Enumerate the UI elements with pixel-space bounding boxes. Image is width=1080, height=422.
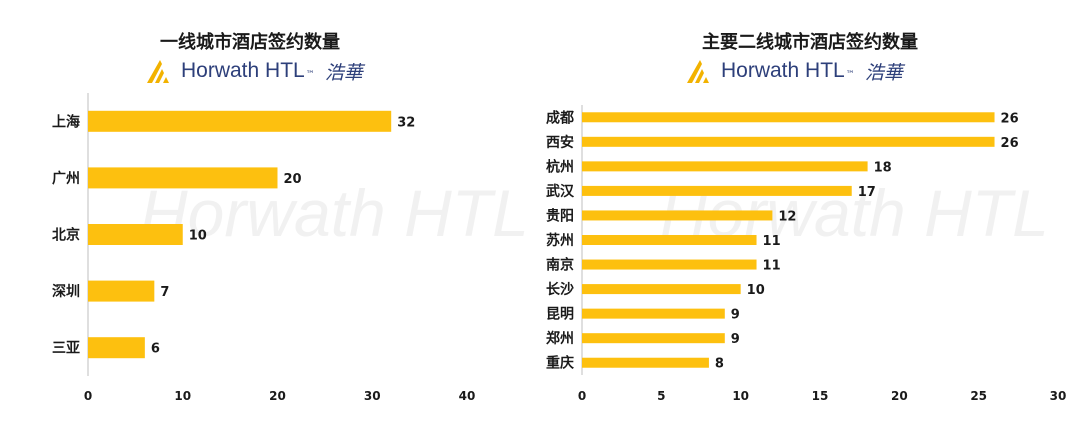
horwath-logo-icon	[147, 60, 169, 83]
bar	[88, 224, 183, 245]
data-label: 6	[151, 342, 160, 357]
category-label: 杭州	[546, 158, 574, 175]
chart-panel-left: Horwath HTL 一线城市酒店签约数量 Horwath HTL ™ 浩華 …	[0, 0, 529, 422]
bar	[582, 259, 757, 270]
data-label: 12	[778, 209, 796, 224]
category-label: 苏州	[546, 232, 574, 249]
bar	[88, 110, 392, 132]
bar	[582, 210, 773, 221]
data-label: 9	[731, 308, 740, 323]
bar	[88, 167, 278, 189]
category-label: 西安	[546, 134, 574, 151]
data-label: 11	[763, 259, 781, 274]
data-label: 9	[731, 332, 740, 347]
category-label: 上海	[52, 113, 80, 130]
brand-name: Horwath HTL	[181, 59, 305, 82]
data-label: 10	[189, 229, 207, 244]
chart-title: 主要二线城市酒店签约数量	[702, 32, 918, 53]
x-tick-label: 15	[812, 389, 829, 403]
data-label: 26	[1001, 111, 1019, 126]
category-label: 郑州	[546, 330, 574, 347]
brand-logo: Horwath HTL ™ 浩華	[685, 56, 903, 86]
bar	[88, 280, 155, 302]
brand-cn: 浩華	[324, 61, 363, 84]
bar	[582, 284, 741, 295]
data-label: 32	[397, 115, 415, 130]
brand-tm: ™	[305, 70, 315, 80]
x-tick-label: 5	[657, 389, 665, 403]
category-label: 成都	[546, 109, 574, 126]
data-label: 18	[874, 160, 892, 175]
horwath-logo-icon	[687, 60, 709, 83]
category-label: 贵阳	[546, 207, 574, 224]
bar	[582, 333, 725, 344]
bar	[582, 185, 852, 196]
bar	[582, 357, 709, 368]
x-tick-label: 0	[84, 389, 92, 403]
category-label: 长沙	[546, 281, 574, 298]
chart-title: 一线城市酒店签约数量	[160, 32, 340, 53]
x-tick-label: 10	[174, 389, 191, 403]
data-label: 20	[284, 172, 302, 187]
x-tick-label: 20	[891, 389, 908, 403]
bar	[88, 337, 145, 359]
data-label: 7	[160, 285, 169, 300]
category-label: 重庆	[546, 355, 574, 372]
x-tick-label: 0	[578, 389, 586, 403]
brand-name: Horwath HTL	[721, 59, 845, 82]
x-tick-label: 30	[1050, 389, 1067, 403]
category-label: 三亚	[52, 341, 80, 357]
brand-logo: Horwath HTL ™ 浩華	[145, 56, 363, 86]
data-label: 26	[1001, 136, 1019, 151]
category-label: 北京	[52, 227, 80, 244]
category-label: 武汉	[546, 183, 575, 200]
bar	[582, 136, 995, 147]
data-label: 10	[747, 283, 765, 298]
bar	[582, 112, 995, 123]
category-label: 南京	[546, 257, 574, 274]
category-label: 昆明	[546, 307, 574, 323]
brand-cn: 浩華	[864, 61, 903, 84]
brand-tm: ™	[845, 70, 855, 80]
bar	[582, 235, 757, 245]
bar-chart-right: 成都 26 西安 26 杭州 18 武汉 17 贵阳 12 苏州 11 南京 11 长沙 10 昆明 9 郑州 9 重庆…	[546, 105, 1067, 403]
x-tick-label: 20	[269, 389, 286, 403]
bar	[582, 161, 868, 172]
category-label: 深圳	[52, 283, 80, 300]
x-tick-label: 10	[732, 389, 749, 403]
x-tick-label: 25	[970, 389, 987, 403]
data-label: 11	[763, 234, 781, 249]
chart-panel-right: Horwath HTL 主要二线城市酒店签约数量 Horwath HTL ™ 浩…	[520, 0, 1080, 422]
data-label: 8	[715, 357, 724, 372]
x-tick-label: 30	[364, 389, 381, 403]
category-label: 广州	[52, 170, 80, 187]
bar-chart-left: 上海 32 广州 20 北京 10 深圳 7 三亚 6 0 10 20 30 40	[52, 93, 476, 403]
x-tick-label: 40	[459, 389, 476, 403]
data-label: 17	[858, 185, 876, 200]
bar	[582, 308, 725, 319]
